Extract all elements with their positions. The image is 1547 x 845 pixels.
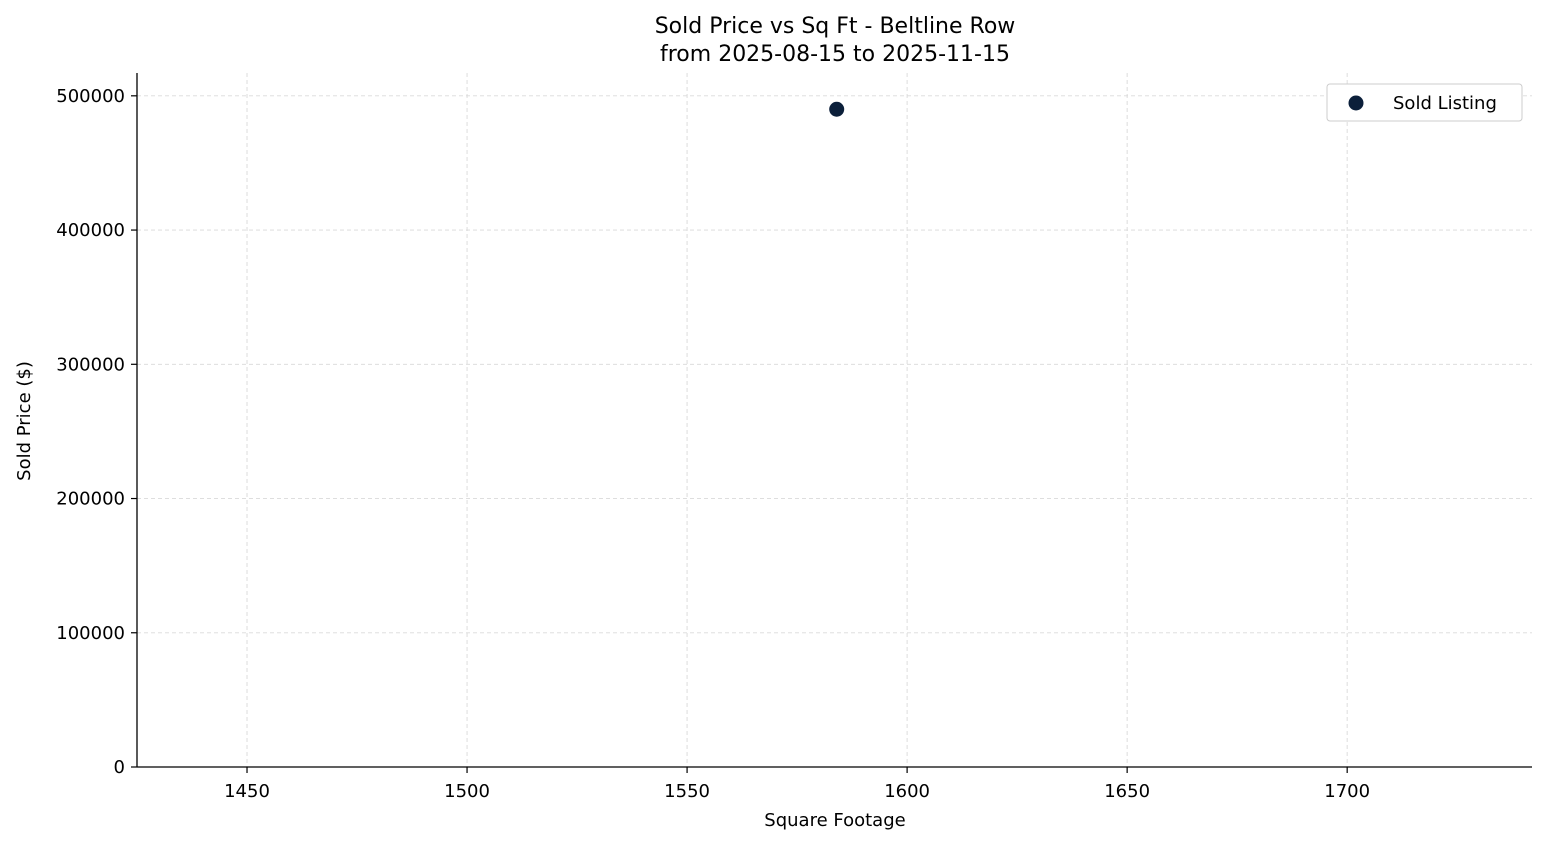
data-points bbox=[829, 101, 845, 117]
y-axis-label: Sold Price ($) bbox=[14, 361, 35, 481]
x-tick-label: 1500 bbox=[444, 781, 490, 802]
y-tick-label: 100000 bbox=[56, 623, 125, 644]
x-axis-ticks: 1450 1500 1550 1600 1650 1700 bbox=[224, 767, 1370, 802]
x-tick-label: 1550 bbox=[664, 781, 710, 802]
y-tick-label: 300000 bbox=[56, 354, 125, 375]
y-tick-label: 0 bbox=[114, 757, 125, 778]
y-tick-label: 200000 bbox=[56, 489, 125, 510]
grid bbox=[137, 73, 1532, 767]
legend-box bbox=[1326, 83, 1523, 122]
y-tick-label: 400000 bbox=[56, 220, 125, 241]
x-tick-label: 1700 bbox=[1324, 781, 1370, 802]
x-tick-label: 1650 bbox=[1104, 781, 1150, 802]
x-axis-label: Square Footage bbox=[764, 810, 905, 831]
chart-title: Sold Price vs Sq Ft - Beltline Row bbox=[655, 14, 1016, 39]
scatter-point bbox=[829, 101, 845, 117]
chart-subtitle: from 2025-08-15 to 2025-11-15 bbox=[660, 42, 1010, 67]
x-tick-label: 1600 bbox=[884, 781, 930, 802]
legend-label-sold-listing: Sold Listing bbox=[1393, 93, 1497, 114]
y-axis-ticks: 0 100000 200000 300000 400000 500000 bbox=[56, 86, 137, 778]
axes-spines bbox=[136, 73, 1532, 768]
legend-marker bbox=[1348, 95, 1364, 111]
x-tick-label: 1450 bbox=[224, 781, 270, 802]
y-tick-label: 500000 bbox=[56, 86, 125, 107]
legend: Sold Listing bbox=[1326, 83, 1523, 122]
